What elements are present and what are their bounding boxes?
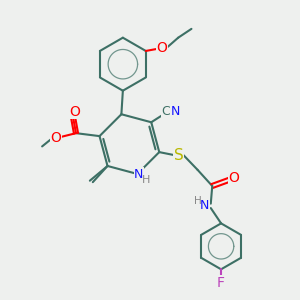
Text: N: N: [134, 168, 144, 181]
Text: O: O: [50, 130, 62, 145]
Text: S: S: [173, 148, 183, 163]
Text: O: O: [157, 41, 167, 55]
Text: H: H: [194, 196, 201, 206]
Text: H: H: [142, 176, 150, 185]
Text: N: N: [200, 199, 209, 212]
Text: O: O: [228, 171, 239, 185]
Text: C: C: [162, 105, 170, 119]
Text: O: O: [69, 105, 80, 119]
Text: F: F: [217, 276, 225, 289]
Text: N: N: [171, 105, 180, 119]
